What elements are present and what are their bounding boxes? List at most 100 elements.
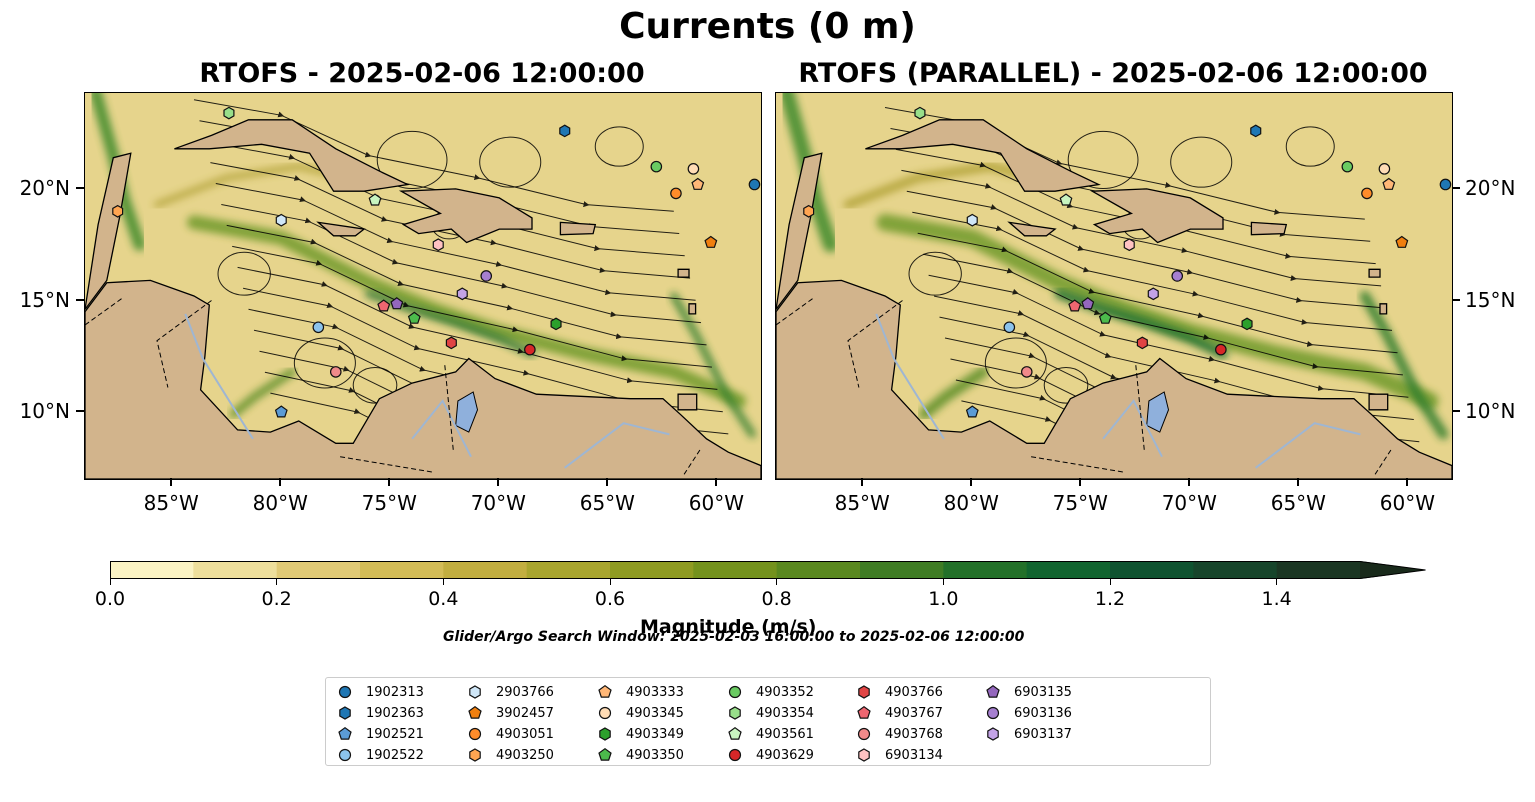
pentagon-marker-icon <box>728 726 742 740</box>
legend-marker[interactable] <box>469 748 481 762</box>
colorbar-tick-label: 0.0 <box>94 588 126 610</box>
legend-entry-4903354: 4903354 <box>726 703 814 723</box>
colorbar-segment <box>943 561 1028 579</box>
float-marker-4903561[interactable] <box>1059 193 1073 206</box>
float-marker-4903354[interactable] <box>914 106 926 120</box>
x-tick-mark <box>279 478 282 486</box>
float-marker-4903352[interactable] <box>1341 160 1354 173</box>
legend-marker[interactable] <box>338 748 352 762</box>
legend-marker[interactable] <box>598 747 612 761</box>
float-marker-4903051[interactable] <box>670 187 682 200</box>
y-tick-mark <box>1452 298 1460 301</box>
float-marker-6903137[interactable] <box>456 287 468 301</box>
float-marker-6903134[interactable] <box>432 238 444 252</box>
legend-marker[interactable] <box>338 726 352 740</box>
float-marker-4903051[interactable] <box>1361 187 1373 200</box>
legend-marker[interactable] <box>598 684 612 698</box>
float-marker-3902457[interactable] <box>1395 235 1409 248</box>
float-marker-4903349[interactable] <box>1241 317 1253 331</box>
float-marker-4903766[interactable] <box>1136 336 1148 350</box>
legend-marker[interactable] <box>987 727 999 741</box>
float-marker-6903136[interactable] <box>1171 270 1184 282</box>
float-marker-4903767[interactable] <box>377 299 391 312</box>
float-marker-6903135[interactable] <box>390 297 404 310</box>
legend-label: 4903051 <box>496 726 554 742</box>
float-marker-6903134[interactable] <box>1123 238 1135 252</box>
legend-marker[interactable] <box>858 685 870 699</box>
land <box>1089 188 1224 244</box>
legend-marker[interactable] <box>986 706 1000 720</box>
current-speed-band <box>1359 291 1449 440</box>
float-marker-4903345[interactable] <box>687 163 700 175</box>
float-marker-6903135[interactable] <box>1081 297 1095 310</box>
float-marker-4903768[interactable] <box>1020 366 1033 378</box>
land <box>1368 393 1389 411</box>
float-marker-1902363[interactable] <box>1250 124 1262 138</box>
colorbar-tick-mark <box>942 579 944 585</box>
country-border <box>847 300 903 388</box>
x-tick-mark <box>1406 478 1409 486</box>
legend-label: 4903352 <box>756 684 814 700</box>
float-marker-4903345[interactable] <box>1378 163 1391 175</box>
float-marker-2903766[interactable] <box>966 213 978 227</box>
legend-marker[interactable] <box>468 705 482 719</box>
legend-marker[interactable] <box>728 748 742 762</box>
float-marker-4903561[interactable] <box>368 193 382 206</box>
hexagon-marker-icon <box>339 706 351 720</box>
left-map-panel[interactable] <box>84 92 762 480</box>
float-marker-4903354[interactable] <box>223 106 235 120</box>
right-map-panel[interactable] <box>775 92 1453 480</box>
float-marker-4903250[interactable] <box>803 204 815 218</box>
legend-entry-4903333: 4903333 <box>596 682 684 702</box>
float-marker-4903766[interactable] <box>445 336 457 350</box>
float-marker-4903352[interactable] <box>650 160 663 173</box>
legend-entry-1902313: 1902313 <box>336 682 424 702</box>
legend-marker[interactable] <box>339 706 351 720</box>
float-marker-4903350[interactable] <box>1098 311 1112 324</box>
float-marker-1902522[interactable] <box>1003 321 1016 334</box>
float-marker-1902313[interactable] <box>748 178 761 191</box>
float-marker-3902457[interactable] <box>704 235 718 248</box>
float-marker-1902521[interactable] <box>965 405 979 418</box>
colorbar-segment <box>693 561 778 579</box>
legend-marker[interactable] <box>857 727 871 741</box>
current-speed-band <box>670 292 756 438</box>
float-marker-4903768[interactable] <box>329 366 342 378</box>
float-marker-4903333[interactable] <box>691 177 705 190</box>
legend-marker[interactable] <box>469 685 481 699</box>
float-marker-4903629[interactable] <box>524 343 536 356</box>
float-marker-1902521[interactable] <box>274 405 288 418</box>
legend-marker[interactable] <box>599 727 611 741</box>
country-border <box>444 365 454 453</box>
float-marker-1902313[interactable] <box>1439 178 1452 191</box>
legend-marker[interactable] <box>986 684 1000 698</box>
legend-marker[interactable] <box>728 726 742 740</box>
float-marker-6903137[interactable] <box>1147 287 1159 301</box>
x-tick-label: 80°W <box>252 491 308 515</box>
legend-marker[interactable] <box>338 685 352 699</box>
float-marker-4903333[interactable] <box>1382 177 1396 190</box>
legend-marker[interactable] <box>729 706 741 720</box>
hexagon-marker-icon <box>858 748 870 762</box>
x-tick-label: 65°W <box>579 491 635 515</box>
legend-marker[interactable] <box>857 705 871 719</box>
legend-marker[interactable] <box>858 748 870 762</box>
land <box>174 119 410 192</box>
float-marker-1902363[interactable] <box>559 124 571 138</box>
colorbar-tick-mark <box>1109 579 1111 585</box>
hexagon-marker-icon <box>729 706 741 720</box>
float-marker-2903766[interactable] <box>275 213 287 227</box>
legend-entry-4903349: 4903349 <box>596 724 684 744</box>
legend-marker[interactable] <box>728 685 742 699</box>
float-marker-4903350[interactable] <box>407 311 421 324</box>
float-marker-6903136[interactable] <box>480 270 493 282</box>
circle-marker-icon <box>598 706 612 720</box>
float-marker-4903250[interactable] <box>112 204 124 218</box>
legend-marker[interactable] <box>468 727 482 741</box>
float-marker-4903349[interactable] <box>550 317 562 331</box>
float-marker-1902522[interactable] <box>312 321 325 334</box>
legend-entry-4903051: 4903051 <box>466 724 554 744</box>
float-marker-4903629[interactable] <box>1215 343 1227 356</box>
float-marker-4903767[interactable] <box>1068 299 1082 312</box>
legend-marker[interactable] <box>598 706 612 720</box>
